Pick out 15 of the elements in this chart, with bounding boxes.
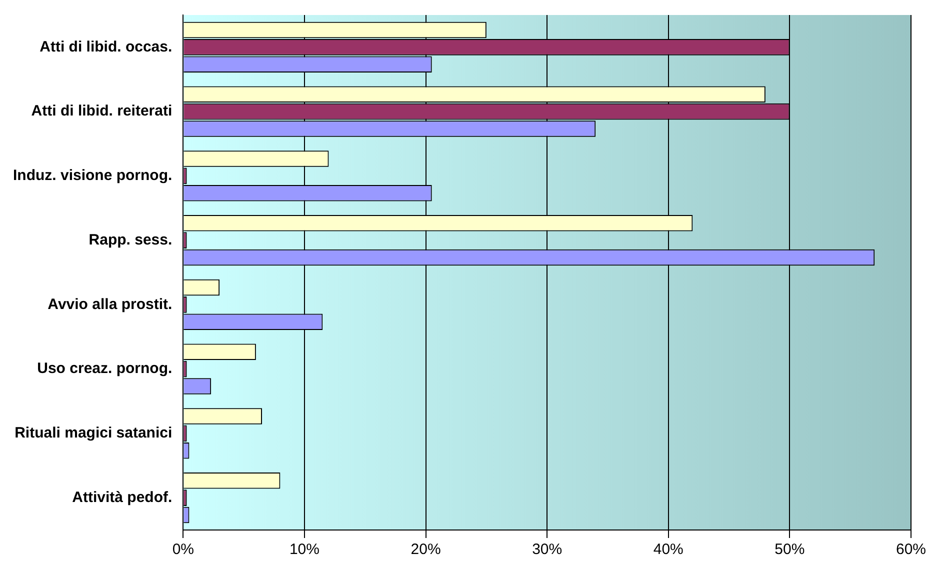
- y-tick-label: Avvio alla prostit.: [48, 296, 172, 313]
- x-tick-label: 30%: [532, 541, 562, 558]
- y-tick-label: Rituali magici satanici: [14, 424, 172, 442]
- y-tick-label: Rapp. sess.: [88, 231, 172, 248]
- x-tick-label: 10%: [289, 541, 320, 558]
- y-tick-label: Atti di libid. reiterati: [31, 102, 172, 120]
- y-tick-label: Induz. visione pornog.: [12, 167, 172, 184]
- x-tick-label: 60%: [896, 541, 926, 558]
- x-tick-label: 20%: [410, 541, 441, 558]
- y-tick-label: Atti di libid. occas.: [40, 38, 172, 56]
- x-tick-label: 0%: [172, 541, 194, 558]
- x-tick-label: 40%: [653, 541, 684, 558]
- y-tick-label: Uso creaz. pornog.: [37, 360, 172, 378]
- y-tick-label: Attività pedof.: [72, 488, 172, 506]
- x-tick-label: 50%: [774, 541, 805, 558]
